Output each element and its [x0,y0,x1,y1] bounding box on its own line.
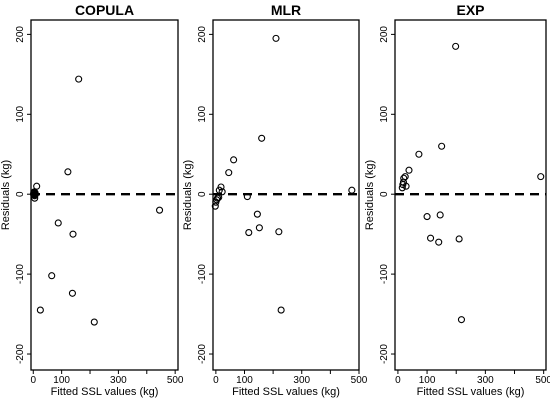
data-point [68,289,76,297]
y-tick-label: -200 [379,344,390,364]
data-point [438,142,446,150]
y-tick-label: 200 [15,26,26,43]
data-point [427,234,435,242]
data-point [400,174,408,182]
data-point [31,190,40,198]
data-point [455,235,463,243]
data-point [36,306,44,314]
data-point [537,173,545,181]
data-point [253,210,261,218]
data-point [218,188,226,196]
data-point [64,168,72,176]
y-tick-label: -100 [197,264,208,284]
y-tick-label: 100 [15,106,26,123]
data-point [69,230,77,238]
data-point [156,206,164,214]
data-point [33,182,41,190]
data-point [423,213,431,221]
x-tick-label: 0 [30,375,36,386]
data-point [402,182,410,190]
x-tick-label: 300 [477,375,494,386]
panel-title: EXP [456,2,484,18]
y-tick-label: -100 [379,264,390,284]
y-tick-label: 0 [197,191,208,197]
data-point [54,219,62,227]
y-tick-label: -200 [197,344,208,364]
y-tick-label: -200 [15,344,26,364]
y-axis-label: Residuals (kg) [0,160,12,230]
panel-copula: COPULA Residuals (kg) Fitted SSL values … [0,2,184,398]
data-point [230,156,238,164]
data-point [245,229,253,237]
y-tick-label: 0 [15,191,26,197]
x-axis-label: Fitted SSL values (kg) [232,386,340,398]
data-point [436,211,444,219]
panel-mlr: MLR Residuals (kg) Fitted SSL values (kg… [182,2,368,398]
data-point [435,238,443,246]
data-point [457,316,466,324]
data-point [405,166,413,174]
data-point [211,202,219,210]
data-point [348,186,356,194]
x-tick-label: 100 [236,375,253,386]
y-tick-label: 200 [379,26,390,43]
y-tick-label: 200 [197,26,208,43]
x-axis-label: Fitted SSL values (kg) [51,386,159,398]
x-tick-label: 100 [419,375,436,386]
data-point [255,224,263,232]
x-tick-label: 0 [395,375,401,386]
y-tick-label: -100 [15,264,26,284]
y-axis-label: Residuals (kg) [182,160,194,230]
data-point [415,150,423,158]
data-point [48,272,56,280]
data-point [225,169,233,177]
x-tick-label: 500 [167,375,184,386]
panel-exp: EXP Residuals (kg) Fitted SSL values (kg… [364,2,550,398]
data-point [401,173,409,181]
data-point [243,193,251,201]
data-point [452,42,460,50]
y-axis-label: Residuals (kg) [364,160,376,230]
y-tick-label: 100 [379,106,390,123]
x-tick-label: 300 [110,375,127,386]
x-tick-label: 500 [535,375,550,386]
x-tick-label: 500 [351,375,368,386]
x-tick-label: 100 [53,375,70,386]
data-point [277,306,285,314]
data-point [217,183,225,191]
data-point [75,75,83,83]
data-point [90,318,98,326]
data-point [272,34,280,42]
data-point [258,134,266,142]
x-tick-label: 300 [293,375,310,386]
data-point [215,193,223,201]
x-axis-label: Fitted SSL values (kg) [417,386,525,398]
panel-title: MLR [271,2,301,18]
y-tick-label: 0 [379,191,390,197]
panel-title: COPULA [75,2,134,18]
data-point [214,194,222,202]
x-tick-label: 0 [213,375,219,386]
y-tick-label: 100 [197,106,208,123]
data-point [275,228,283,236]
